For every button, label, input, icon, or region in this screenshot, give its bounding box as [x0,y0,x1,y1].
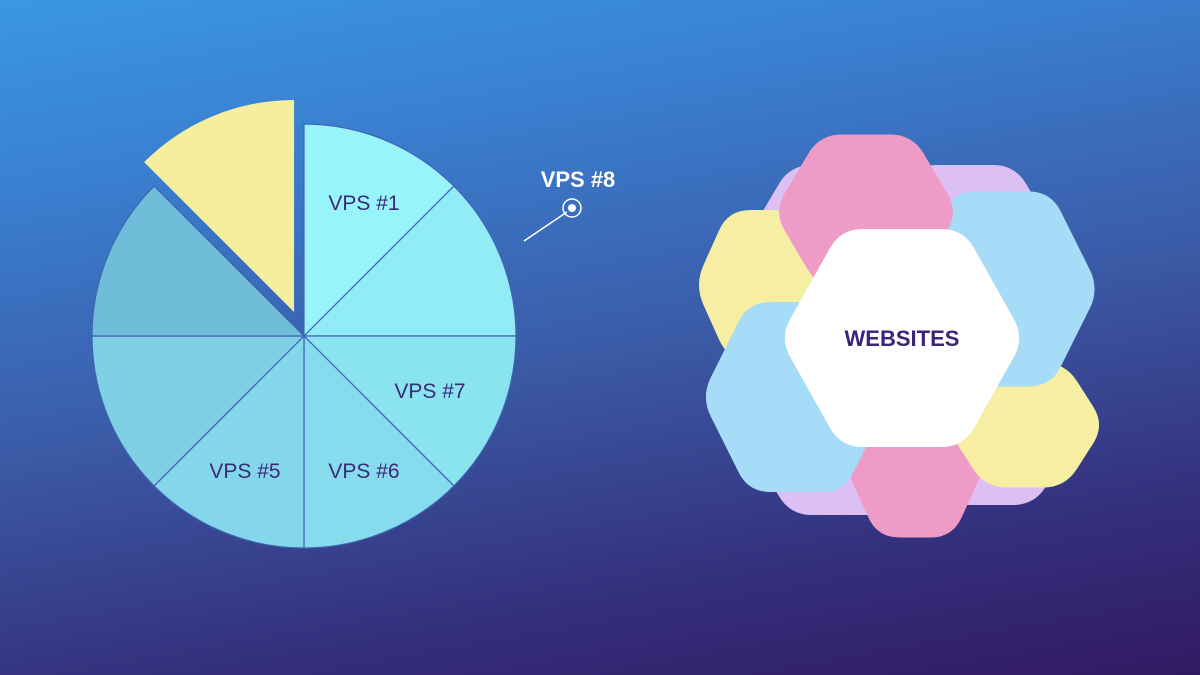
pie-slice-vps-6 [91,335,306,487]
websites-label: WEBSITES [845,326,960,351]
slice-label-vps-5: VPS #5 [209,460,280,483]
slice-label-vps-1: VPS #1 [328,192,399,215]
callout-dot-icon [568,204,576,212]
pie-slice-vps-7 [91,185,306,337]
pie-slice-vps-2 [302,185,517,337]
slice-label-vps-7: VPS #7 [394,380,465,403]
slice-label-vps-6: VPS #6 [328,460,399,483]
hexagon-center [784,229,1020,447]
pie-slice-vps-8 [144,99,295,312]
callout-leader-line [523,211,568,242]
callout-ring-icon [562,198,582,218]
pie-slice-vps-1 [303,123,455,338]
pie-slice-vps-3 [302,335,517,487]
vps-8-callout: VPS #8 [523,167,616,242]
hexagon-cluster: WEBSITES [699,134,1100,538]
pie-slice-vps-5 [153,334,305,549]
pie-slice-vps-4 [303,334,455,549]
callout-label-vps-8: VPS #8 [541,167,616,192]
